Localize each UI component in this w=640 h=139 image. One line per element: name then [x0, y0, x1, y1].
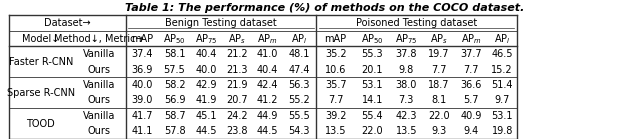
Text: 36.6: 36.6 [460, 80, 482, 90]
Text: 42.3: 42.3 [396, 111, 417, 121]
Text: 21.3: 21.3 [226, 64, 248, 75]
Text: AP$_s$: AP$_s$ [430, 32, 448, 45]
Text: 20.7: 20.7 [226, 95, 248, 105]
Text: Model↓: Model↓ [22, 34, 60, 44]
Text: 9.4: 9.4 [463, 126, 479, 136]
Text: 41.2: 41.2 [256, 95, 278, 105]
Text: 35.2: 35.2 [325, 49, 346, 59]
Text: TOOD: TOOD [26, 119, 55, 129]
Text: Benign Testing dataset: Benign Testing dataset [165, 18, 277, 28]
Text: 55.4: 55.4 [362, 111, 383, 121]
Text: 14.1: 14.1 [362, 95, 383, 105]
Text: 23.8: 23.8 [226, 126, 248, 136]
Text: AP$_{75}$: AP$_{75}$ [395, 32, 418, 45]
Text: 42.9: 42.9 [195, 80, 217, 90]
Text: Poisoned Testing dataset: Poisoned Testing dataset [356, 18, 477, 28]
Text: 40.9: 40.9 [460, 111, 482, 121]
Text: Table 1: The performance (%) of methods on the COCO dataset.: Table 1: The performance (%) of methods … [125, 3, 524, 13]
Text: 19.7: 19.7 [428, 49, 449, 59]
Text: 7.7: 7.7 [431, 64, 447, 75]
Text: 45.1: 45.1 [195, 111, 217, 121]
Text: 56.3: 56.3 [289, 80, 310, 90]
Text: 24.2: 24.2 [226, 111, 248, 121]
Text: 41.1: 41.1 [132, 126, 153, 136]
Text: 55.3: 55.3 [362, 49, 383, 59]
Text: 22.0: 22.0 [428, 111, 450, 121]
Text: 53.1: 53.1 [492, 111, 513, 121]
Text: 48.1: 48.1 [289, 49, 310, 59]
Text: 10.6: 10.6 [325, 64, 346, 75]
Text: 5.7: 5.7 [463, 95, 479, 105]
Text: 9.7: 9.7 [495, 95, 510, 105]
Text: Faster R-CNN: Faster R-CNN [8, 57, 73, 67]
Text: 46.5: 46.5 [492, 49, 513, 59]
Text: 57.5: 57.5 [164, 64, 186, 75]
Text: 36.9: 36.9 [132, 64, 153, 75]
Text: AP$_l$: AP$_l$ [291, 32, 307, 45]
Text: AP$_s$: AP$_s$ [228, 32, 246, 45]
Text: 58.2: 58.2 [164, 80, 186, 90]
Text: AP$_l$: AP$_l$ [494, 32, 511, 45]
Text: 54.3: 54.3 [289, 126, 310, 136]
Text: AP$_{50}$: AP$_{50}$ [163, 32, 186, 45]
Text: Ours: Ours [88, 95, 111, 105]
Text: 15.2: 15.2 [492, 64, 513, 75]
Text: Sparse R-CNN: Sparse R-CNN [7, 88, 75, 98]
Text: 58.1: 58.1 [164, 49, 185, 59]
Text: AP$_m$: AP$_m$ [257, 32, 277, 45]
Text: 7.7: 7.7 [328, 95, 344, 105]
Text: Dataset→: Dataset→ [44, 18, 91, 28]
Text: AP$_{75}$: AP$_{75}$ [195, 32, 218, 45]
Text: 40.4: 40.4 [195, 49, 217, 59]
Text: 8.1: 8.1 [431, 95, 447, 105]
Text: 39.0: 39.0 [132, 95, 153, 105]
Text: 53.1: 53.1 [362, 80, 383, 90]
Text: 37.4: 37.4 [132, 49, 153, 59]
Text: Vanilla: Vanilla [83, 49, 115, 59]
Text: 35.7: 35.7 [325, 80, 346, 90]
Text: mAP: mAP [131, 34, 154, 44]
Text: AP$_m$: AP$_m$ [461, 32, 481, 45]
Text: 44.9: 44.9 [256, 111, 278, 121]
Text: 55.2: 55.2 [288, 95, 310, 105]
Text: Method↓, Metric→: Method↓, Metric→ [54, 34, 144, 44]
Text: 21.2: 21.2 [226, 49, 248, 59]
Text: mAP: mAP [324, 34, 347, 44]
Text: 19.8: 19.8 [492, 126, 513, 136]
Text: 22.0: 22.0 [362, 126, 383, 136]
Text: Ours: Ours [88, 64, 111, 75]
Text: 40.0: 40.0 [132, 80, 153, 90]
Text: Vanilla: Vanilla [83, 111, 115, 121]
Text: 7.7: 7.7 [463, 64, 479, 75]
Text: 51.4: 51.4 [492, 80, 513, 90]
Text: 21.9: 21.9 [226, 80, 248, 90]
Text: Ours: Ours [88, 126, 111, 136]
Text: 42.4: 42.4 [256, 80, 278, 90]
Text: 39.2: 39.2 [325, 111, 346, 121]
Text: 44.5: 44.5 [256, 126, 278, 136]
Text: 18.7: 18.7 [428, 80, 449, 90]
Text: 58.7: 58.7 [164, 111, 186, 121]
Text: 44.5: 44.5 [195, 126, 217, 136]
Text: 13.5: 13.5 [396, 126, 417, 136]
Text: 13.5: 13.5 [325, 126, 346, 136]
Text: 55.5: 55.5 [288, 111, 310, 121]
Text: 20.1: 20.1 [362, 64, 383, 75]
Text: 38.0: 38.0 [396, 80, 417, 90]
Text: 41.0: 41.0 [256, 49, 278, 59]
Text: 9.8: 9.8 [399, 64, 414, 75]
Text: 56.9: 56.9 [164, 95, 185, 105]
Text: 41.7: 41.7 [132, 111, 153, 121]
Text: AP$_{50}$: AP$_{50}$ [361, 32, 384, 45]
Text: 41.9: 41.9 [195, 95, 217, 105]
Text: 40.4: 40.4 [256, 64, 278, 75]
Text: 37.7: 37.7 [460, 49, 482, 59]
Text: 47.4: 47.4 [289, 64, 310, 75]
Text: 7.3: 7.3 [399, 95, 414, 105]
Text: 57.8: 57.8 [164, 126, 186, 136]
Text: 37.8: 37.8 [396, 49, 417, 59]
Text: 9.3: 9.3 [431, 126, 447, 136]
Text: Vanilla: Vanilla [83, 80, 115, 90]
Text: 40.0: 40.0 [195, 64, 217, 75]
